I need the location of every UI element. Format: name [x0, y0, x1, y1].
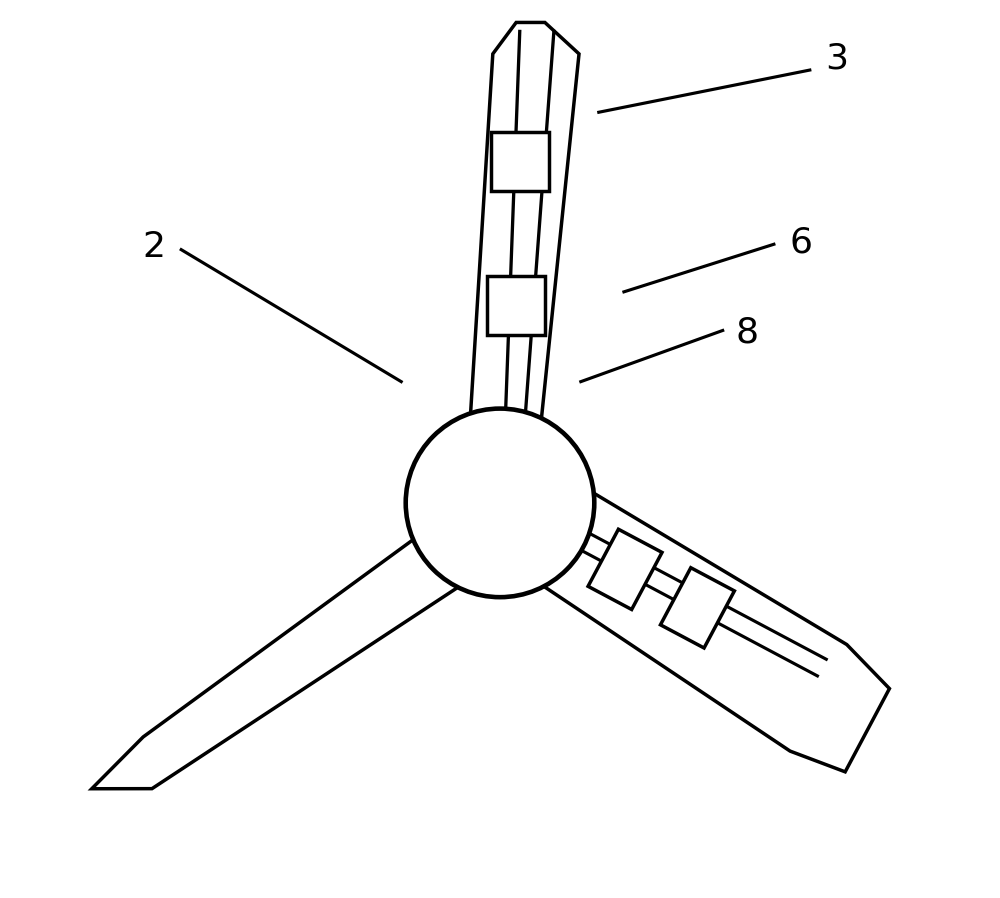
Bar [487, 277, 545, 335]
Circle shape [406, 409, 594, 597]
Polygon shape [92, 485, 527, 788]
Text: 6: 6 [789, 225, 812, 260]
Polygon shape [588, 529, 662, 610]
Polygon shape [660, 568, 734, 648]
Text: 2: 2 [143, 230, 166, 264]
Text: 8: 8 [735, 315, 759, 349]
Bar [491, 132, 549, 190]
Polygon shape [466, 22, 579, 489]
Text: 3: 3 [825, 41, 848, 75]
Polygon shape [479, 453, 889, 772]
